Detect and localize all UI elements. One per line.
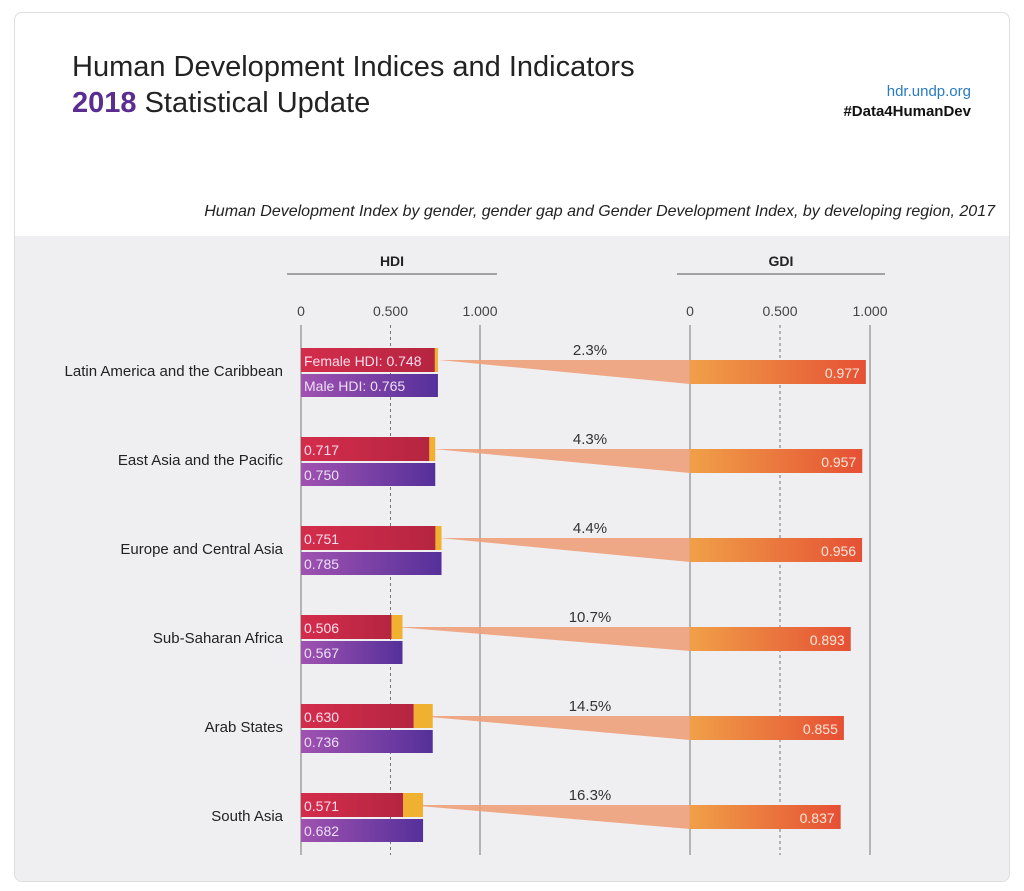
female-hdi-bar (301, 526, 436, 550)
gdi-bar (690, 627, 851, 651)
region-label: Arab States (205, 719, 283, 736)
title-rest: Statistical Update (144, 87, 371, 119)
gdi-value-label: 0.957 (821, 454, 856, 470)
gdi-bar (690, 449, 863, 473)
year: 2018 (72, 87, 137, 119)
gender-gap-label: 14.5% (569, 698, 612, 715)
male-hdi-label: Male HDI: 0.765 (304, 378, 405, 394)
gender-gap-segment (391, 615, 403, 639)
panel-title-gdi: GDI (769, 253, 794, 269)
female-hdi-bar (301, 615, 392, 639)
website-link[interactable]: hdr.undp.org (886, 83, 971, 100)
tick-label: 0 (686, 303, 694, 319)
tick-label: 1.000 (462, 303, 497, 319)
gender-gap-segment (434, 348, 438, 372)
gdi-value-label: 0.956 (821, 543, 856, 559)
gender-gap-funnel (417, 716, 690, 740)
female-hdi-bar (301, 437, 430, 461)
gender-gap-segment (435, 526, 442, 550)
female-hdi-label: 0.717 (304, 442, 339, 458)
region-label: Europe and Central Asia (120, 541, 283, 558)
gender-gap-label: 4.3% (573, 431, 607, 448)
male-hdi-bar (301, 552, 442, 575)
gdi-value-label: 0.837 (800, 810, 835, 826)
female-hdi-bar (301, 793, 404, 817)
region-label: Latin America and the Caribbean (65, 363, 283, 380)
gender-gap-funnel (395, 627, 690, 651)
gender-gap-label: 16.3% (569, 787, 612, 804)
female-hdi-label: 0.506 (304, 620, 339, 636)
female-hdi-label: 0.571 (304, 798, 339, 814)
female-hdi-bar (301, 348, 435, 372)
region-label: Sub-Saharan Africa (153, 630, 284, 647)
male-hdi-bar (301, 374, 438, 397)
gender-gap-label: 2.3% (573, 342, 607, 359)
tick-label: 0.500 (373, 303, 408, 319)
gender-gap-funnel (438, 360, 690, 384)
infographic-card: Human Development Indices and Indicators… (14, 12, 1010, 882)
female-hdi-label: 0.751 (304, 531, 339, 547)
chart-subtitle: Human Development Index by gender, gende… (204, 203, 995, 220)
male-hdi-bar (301, 730, 433, 753)
female-hdi-label: Female HDI: 0.748 (304, 353, 422, 369)
gdi-bar (690, 805, 841, 829)
male-hdi-bar (301, 819, 424, 842)
gdi-value-label: 0.855 (803, 721, 838, 737)
panel-title-hdi: HDI (380, 253, 404, 269)
male-hdi-label: 0.785 (304, 556, 339, 572)
tick-label: 0.500 (762, 303, 797, 319)
male-hdi-label: 0.750 (304, 467, 339, 483)
hashtag: #Data4HumanDev (843, 103, 971, 120)
gender-gap-funnel (433, 449, 690, 473)
gdi-bar (690, 360, 866, 384)
title-line2: 2018 Statistical Update (72, 87, 370, 120)
gdi-value-label: 0.893 (810, 632, 845, 648)
female-hdi-label: 0.630 (304, 709, 339, 725)
gender-gap-funnel (439, 538, 690, 562)
gdi-value-label: 0.977 (825, 365, 860, 381)
gender-gap-label: 4.4% (573, 520, 607, 537)
gender-gap-label: 10.7% (569, 609, 612, 626)
gender-gap-segment (403, 793, 424, 817)
gender-gap-segment (413, 704, 433, 728)
title-line1: Human Development Indices and Indicators (72, 51, 635, 83)
gender-gap-segment (429, 437, 436, 461)
region-label: East Asia and the Pacific (118, 452, 284, 469)
male-hdi-label: 0.736 (304, 734, 339, 750)
male-hdi-bar (301, 641, 403, 664)
gdi-bar (690, 538, 863, 562)
gdi-bar (690, 716, 844, 740)
gender-gap-funnel (407, 805, 690, 829)
region-label: South Asia (211, 808, 283, 825)
tick-label: 0 (297, 303, 305, 319)
female-hdi-bar (301, 704, 414, 728)
tick-label: 1.000 (852, 303, 887, 319)
male-hdi-label: 0.567 (304, 645, 339, 661)
male-hdi-bar (301, 463, 436, 486)
male-hdi-label: 0.682 (304, 823, 339, 839)
